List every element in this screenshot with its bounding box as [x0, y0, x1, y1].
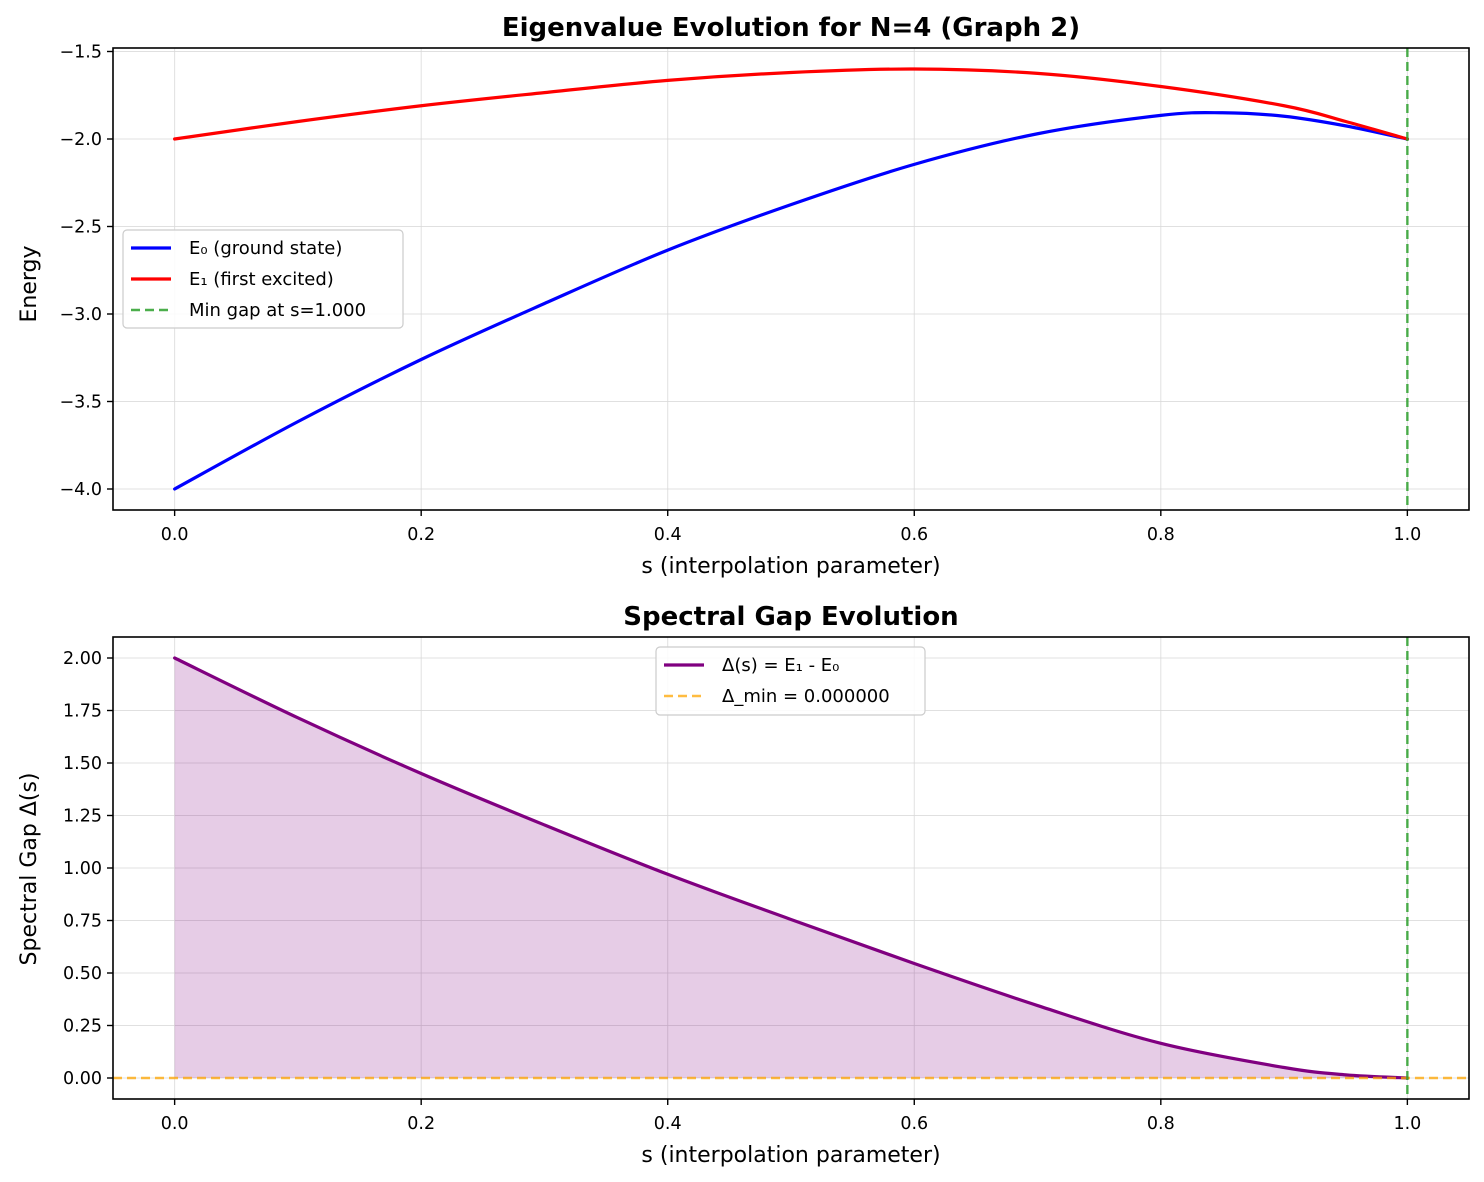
y-tick-label: −2.5	[60, 218, 103, 238]
x-tick-label: 0.8	[1147, 525, 1175, 545]
legend: E₀ (ground state) E₁ (first excited) Min g…	[122, 229, 404, 329]
x-tick-label: 0.6	[900, 1114, 928, 1134]
y-tick-label: 2.00	[63, 649, 102, 669]
plot-frame	[112, 47, 1470, 511]
y-axis-label: Energy	[17, 245, 42, 322]
plot-frame	[112, 636, 1470, 1100]
y-tick-label: −3.5	[60, 393, 103, 413]
x-tick-label: 1.0	[1393, 1114, 1421, 1134]
x-tick-label: 0.2	[407, 525, 435, 545]
legend-label: Δ(s) = E₁ - E₀	[722, 655, 839, 676]
x-tick-label: 0.8	[1147, 1114, 1175, 1134]
y-tick-label: −1.5	[60, 43, 103, 63]
legend-box	[655, 646, 926, 716]
legend-label: E₁ (first excited)	[189, 269, 334, 290]
series-line	[173, 656, 1409, 1080]
y-tick-label: −2.0	[60, 130, 103, 150]
y-tick-label: 1.75	[63, 702, 102, 722]
legend-label: E₀ (ground state)	[189, 238, 342, 259]
y-tick-label: 0.25	[63, 1017, 102, 1037]
x-axis-label: s (interpolation parameter)	[641, 554, 940, 579]
y-tick-label: −4.0	[60, 480, 103, 500]
legend: Δ(s) = E₁ - E₀ Δ_min = 0.000000	[655, 646, 926, 716]
x-tick-label: 0.6	[900, 525, 928, 545]
y-tick-label: 0.75	[63, 912, 102, 932]
y-axis-label: Spectral Gap Δ(s)	[17, 773, 42, 966]
legend-label: Min gap at s=1.000	[189, 300, 366, 321]
series-line	[173, 110, 1409, 491]
chart-title: Eigenvalue Evolution for N=4 (Graph 2)	[502, 13, 1080, 43]
x-tick-label: 0.4	[654, 1114, 682, 1134]
x-tick-label: 0.0	[161, 1114, 189, 1134]
y-tick-label: 0.50	[63, 964, 102, 984]
x-tick-label: 0.2	[407, 1114, 435, 1134]
y-tick-label: 1.00	[63, 859, 102, 879]
legend-label: Δ_min = 0.000000	[722, 686, 890, 707]
eigenvalue-chart: Eigenvalue Evolution for N=4 (Graph 2) 0…	[17, 13, 1470, 579]
y-tick-label: 1.25	[63, 807, 102, 827]
legend-box	[122, 229, 404, 329]
y-tick-label: 0.00	[63, 1069, 102, 1089]
y-tick-label: 1.50	[63, 754, 102, 774]
y-tick-label: −3.0	[60, 305, 103, 325]
spectral-gap-chart: Spectral Gap Evolution 0.0 0.2 0.4 0.6 0.8 1.…	[17, 602, 1470, 1168]
x-tick-label: 1.0	[1393, 525, 1421, 545]
x-tick-label: 0.4	[654, 525, 682, 545]
chart-title: Spectral Gap Evolution	[623, 602, 958, 632]
series-line	[173, 67, 1409, 141]
x-tick-label: 0.0	[161, 525, 189, 545]
gap-area-fill	[174, 658, 1408, 1078]
x-axis-label: s (interpolation parameter)	[641, 1143, 940, 1168]
